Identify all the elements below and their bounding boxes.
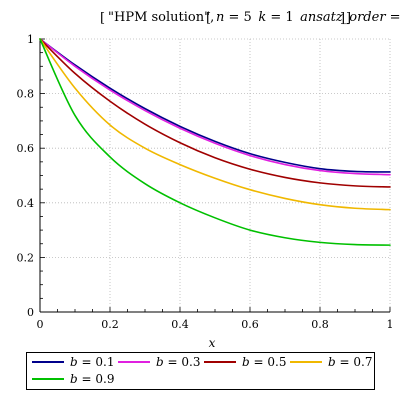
x-tick-label: 0: [37, 318, 44, 331]
chart-title-params: n = 5 k = 1 ansatz_order = 3: [216, 10, 400, 25]
x-tick-label: 0.6: [241, 318, 259, 331]
grid-lines: [40, 38, 391, 312]
chart-title-param-value: = 1: [266, 10, 293, 25]
chart-title-open-bracket: [: [100, 11, 105, 26]
axes: [39, 38, 391, 313]
y-tick-label: 0.6: [17, 142, 35, 155]
y-tick-label: 0.4: [17, 197, 35, 210]
chart-title-inner-open-bracket: [: [206, 11, 211, 26]
series-line-b-0.7: [39, 38, 391, 211]
legend-label: b = 0.9: [70, 372, 114, 386]
chart-title-string: "HPM solution",: [108, 10, 214, 25]
series-lines: [39, 38, 391, 246]
y-tick-label: 0: [27, 306, 34, 319]
x-tick-label: 1: [387, 318, 394, 331]
y-tick-labels: 0 0.2 0.4 0.6 0.8 1: [17, 33, 35, 319]
legend: b = 0.1 b = 0.3 b = 0.5 b = 0.7 b = 0.9: [26, 352, 375, 390]
chart-title-param-name: ansatz_order: [294, 10, 387, 25]
legend-item-b-0.9: b = 0.9: [32, 372, 114, 386]
chart-title-param-value: = 5: [224, 10, 251, 25]
x-tick-label: 0.4: [171, 318, 189, 331]
legend-label: b = 0.1: [70, 355, 114, 369]
x-tick-label: 0.2: [101, 318, 119, 331]
series-line-b-0.9: [39, 38, 391, 246]
series-line-b-0.1: [39, 38, 391, 173]
legend-item-b-0.3: b = 0.3: [118, 355, 200, 369]
chart-title-param-name: n: [216, 10, 224, 25]
legend-box: [26, 352, 375, 390]
y-tick-label: 1: [27, 33, 34, 46]
series-line-b-0.3: [39, 38, 391, 176]
chart-title-param-value: = 3: [386, 10, 400, 25]
x-axis-label: x: [209, 336, 216, 350]
x-tick-label: 0.8: [311, 318, 329, 331]
series-line-b-0.5: [39, 38, 391, 188]
chart-title-inner-close-bracket: ]: [340, 11, 345, 26]
legend-label: b = 0.5: [242, 355, 286, 369]
legend-item-b-0.5: b = 0.5: [204, 355, 286, 369]
legend-item-b-0.1: b = 0.1: [32, 355, 114, 369]
legend-label: b = 0.7: [328, 355, 372, 369]
chart-title: [ "HPM solution", [ n = 5 k = 1 ansatz_o…: [100, 10, 400, 26]
x-tick-labels: 0 0.2 0.4 0.6 0.8 1: [37, 318, 394, 331]
y-tick-label: 0.8: [17, 88, 35, 101]
y-tick-label: 0.2: [17, 251, 35, 264]
legend-item-b-0.7: b = 0.7: [290, 355, 372, 369]
chart-title-close-bracket: ]: [346, 11, 351, 26]
legend-label: b = 0.3: [156, 355, 200, 369]
plot-area: 0 0.2 0.4 0.6 0.8 1 0 0.2 0.4 0.6 0.8 1: [17, 33, 394, 331]
chart-title-param-name: k: [252, 10, 267, 25]
